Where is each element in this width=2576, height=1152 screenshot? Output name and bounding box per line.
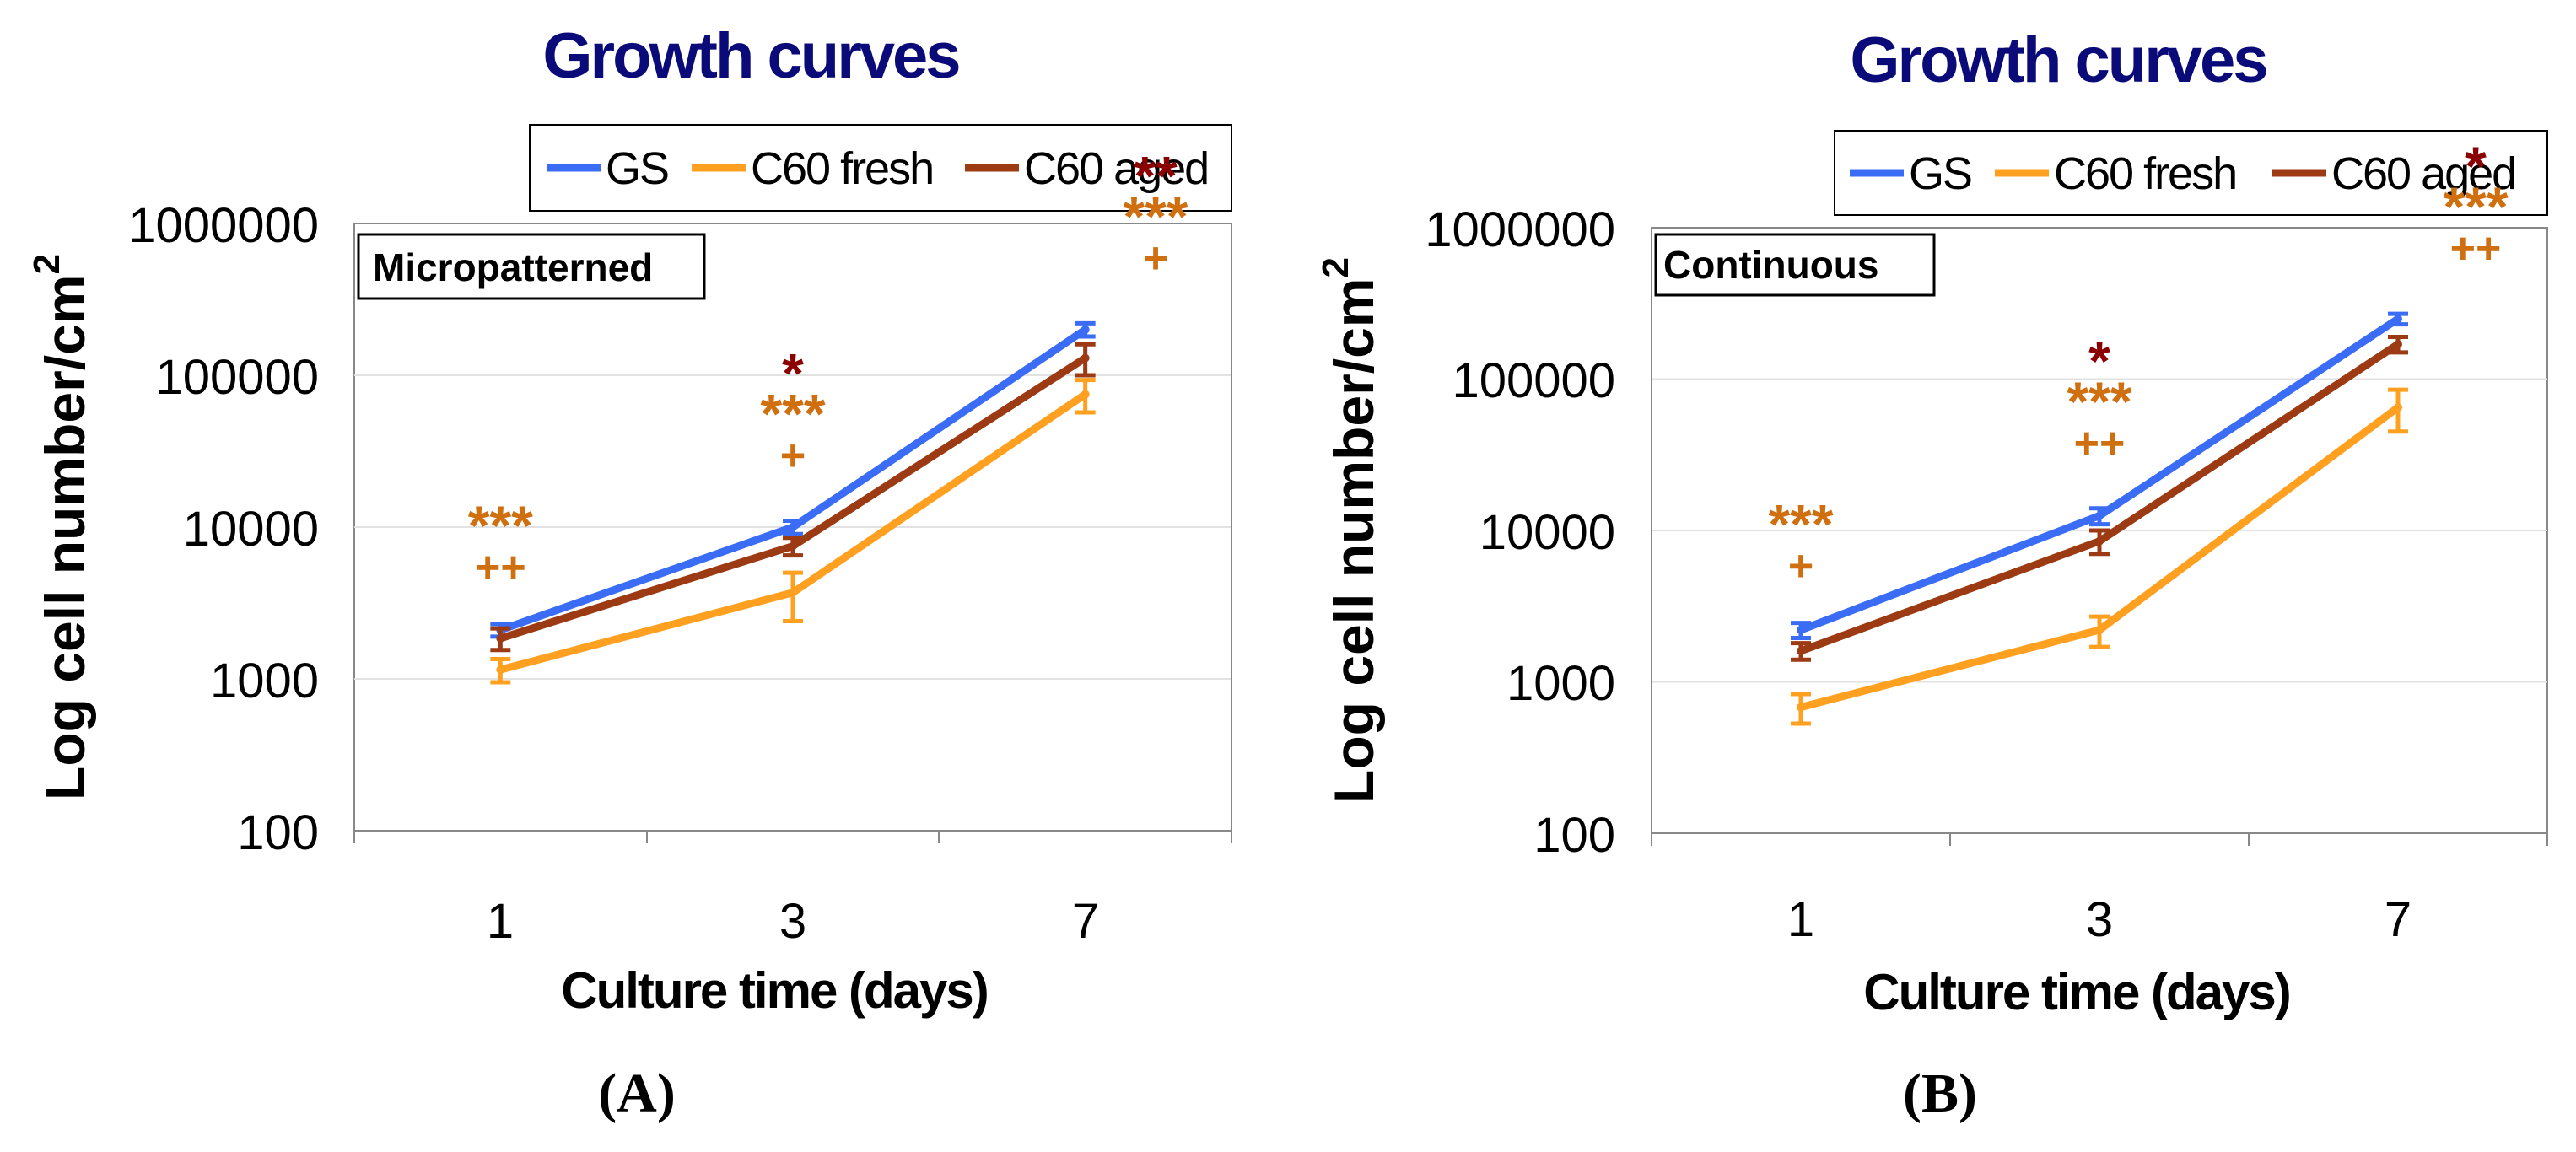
significance-marker: *** <box>2443 175 2508 238</box>
legend-label-c60-fresh: C60 fresh <box>2054 148 2236 199</box>
series-c60-aged <box>490 342 1096 653</box>
significance-marker: * <box>2088 330 2110 392</box>
x-axis: 1 3 7 <box>1651 833 2548 947</box>
panel-a: Growth curves GS C60 fresh C60 aged Micr… <box>26 20 1232 1124</box>
y-tick-label: 100 <box>237 805 319 860</box>
y-axis-label-superscript: 2 <box>26 254 67 274</box>
data-point <box>2095 511 2104 520</box>
significance-marker: + <box>1788 542 1813 591</box>
significance-marker: * <box>2465 135 2487 197</box>
legend-label-gs: GS <box>606 143 668 194</box>
data-point <box>496 633 505 643</box>
legend: GS C60 fresh C60 aged <box>1834 130 2548 216</box>
data-point <box>496 665 505 675</box>
series-c60-fresh <box>490 378 1096 685</box>
y-tick-label: 1000000 <box>1425 202 1615 257</box>
x-tick-label: 7 <box>1072 894 1099 949</box>
condition-label: Continuous <box>1663 243 1879 287</box>
panel-b: Growth curves GS C60 fresh C60 aged Cont… <box>1315 24 2548 1124</box>
series-layer <box>1791 311 2408 726</box>
x-axis-label: Culture time (days) <box>1863 964 2289 1020</box>
data-point <box>1797 646 1805 655</box>
x-tick-label: 7 <box>2385 892 2412 947</box>
significance-marker: ** <box>1134 144 1178 207</box>
significance-marker: *** <box>1768 493 1833 556</box>
significance-marker: *** <box>468 494 533 557</box>
condition-label-box <box>357 233 706 300</box>
y-tick-label: 100000 <box>1452 353 1615 408</box>
y-tick-label: 10000 <box>1479 505 1615 560</box>
x-axis-label: Culture time (days) <box>561 962 987 1019</box>
y-axis: 100 1000 10000 100000 1000000 <box>128 198 319 860</box>
significance-marker: ++ <box>475 543 526 592</box>
series-c60-fresh <box>1791 387 2408 726</box>
legend-label-c60-fresh: C60 fresh <box>751 143 933 194</box>
data-point <box>1797 626 1805 635</box>
y-tick-label: 1000000 <box>128 198 319 253</box>
x-tick-label: 1 <box>487 894 514 949</box>
significance-annotations: ++***+****+***** <box>468 144 1188 592</box>
legend-box <box>529 124 1232 212</box>
y-tick-label: 100 <box>1533 808 1615 863</box>
significance-marker: *** <box>760 383 825 445</box>
series-gs <box>1791 311 2408 640</box>
significance-annotations: +***++****++**** <box>1768 135 2508 591</box>
data-point <box>2394 403 2402 412</box>
x-tick-label: 3 <box>779 894 806 949</box>
data-point <box>1797 703 1805 712</box>
significance-marker: * <box>782 342 804 405</box>
significance-marker: ++ <box>2074 419 2126 468</box>
error-bar <box>783 570 803 624</box>
data-point <box>2095 626 2104 635</box>
significance-marker: *** <box>2067 370 2131 433</box>
data-point <box>1081 353 1090 363</box>
condition-label: Micropatterned <box>373 245 653 289</box>
chart-title: Growth curves <box>1850 24 2266 96</box>
legend-box <box>1834 130 2548 216</box>
series-layer <box>490 320 1096 685</box>
y-axis-label: Log cell number/cm2 <box>1315 257 1385 804</box>
y-tick-label: 1000 <box>210 654 319 708</box>
data-point <box>789 523 797 531</box>
legend-label-c60-aged: C60 aged <box>1024 143 1208 194</box>
y-axis-label-text: Log cell number/cm <box>1323 278 1385 804</box>
x-tick-label: 3 <box>2086 892 2113 947</box>
y-tick-label: 100000 <box>155 350 319 405</box>
y-tick-label: 10000 <box>183 502 319 557</box>
panel-label: (A) <box>598 1063 676 1124</box>
data-point <box>2095 536 2104 546</box>
significance-marker: + <box>780 432 806 481</box>
legend-label-gs: GS <box>1909 148 1971 199</box>
data-point <box>789 541 797 551</box>
legend: GS C60 fresh C60 aged <box>529 124 1232 212</box>
significance-marker: + <box>1143 234 1168 283</box>
data-point <box>2394 315 2402 324</box>
condition-label-box <box>1654 233 1936 297</box>
x-tick-label: 1 <box>1787 892 1814 947</box>
chart-title: Growth curves <box>542 20 959 92</box>
data-point <box>789 588 797 597</box>
significance-marker: *** <box>1123 185 1188 247</box>
data-point <box>1081 390 1090 399</box>
panel-label: (B) <box>1903 1063 1977 1124</box>
y-tick-label: 1000 <box>1506 656 1615 711</box>
series-c60-aged <box>1791 334 2408 662</box>
x-axis: 1 3 7 <box>353 831 1232 949</box>
y-axis-label-text: Log cell number/cm <box>34 275 96 800</box>
legend-label-c60-aged: C60 aged <box>2331 148 2515 199</box>
y-axis-label-superscript: 2 <box>1315 257 1356 277</box>
y-axis: 100 1000 10000 100000 1000000 <box>1425 202 1615 863</box>
y-axis-label: Log cell number/cm2 <box>26 254 96 800</box>
significance-marker: ++ <box>2450 224 2502 273</box>
data-point <box>1081 325 1090 334</box>
data-point <box>2394 340 2402 349</box>
